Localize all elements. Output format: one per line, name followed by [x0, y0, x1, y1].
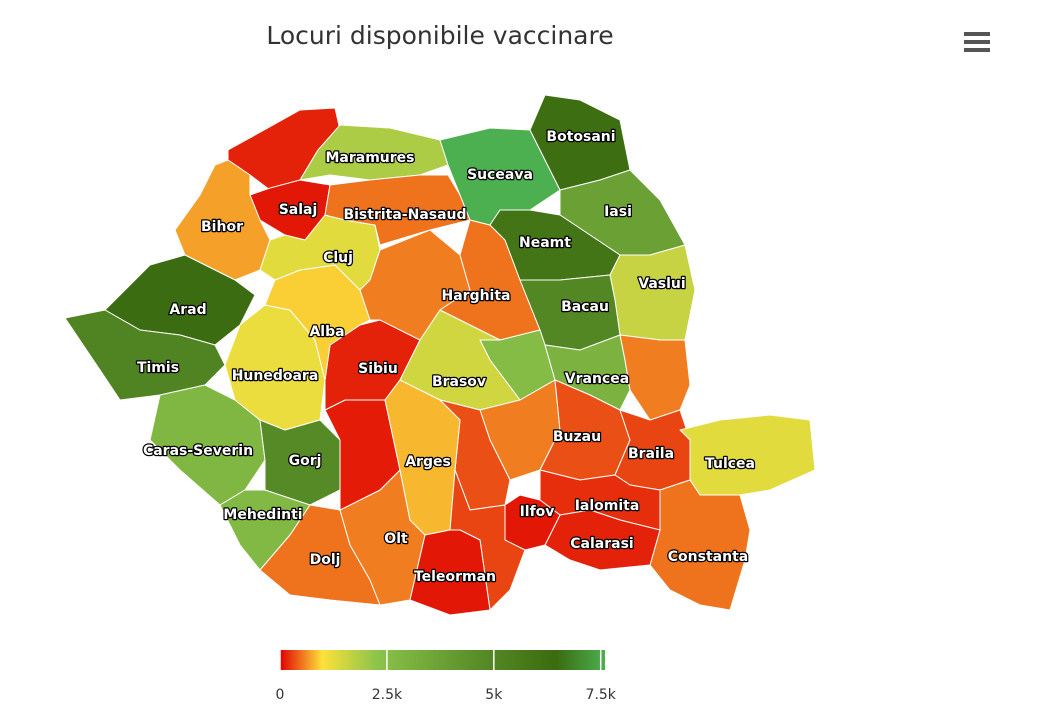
region-label: Vaslui: [638, 276, 685, 292]
region-label: Cluj: [323, 250, 353, 266]
region-label: Botosani: [546, 129, 615, 145]
region-label: Mehedinti: [223, 507, 302, 523]
region: [259, 214, 381, 291]
region: [619, 334, 691, 421]
region-label: Ialomita: [575, 498, 640, 514]
region-label: Sibiu: [358, 361, 398, 377]
region-label: Hunedoara: [232, 368, 319, 384]
region-label: Arges: [405, 454, 451, 470]
region-label: Gorj: [289, 453, 322, 469]
region-label: Olt: [384, 531, 408, 547]
chart-title: Locuri disponibile vaccinare: [266, 21, 613, 50]
color-tick-label: 5k: [485, 687, 503, 703]
labels: Maramures Salaj Bihor Arad Timis Caras-Severi…: [136, 128, 757, 587]
region-label: Bihor: [201, 219, 243, 235]
region-label: Teleorman: [414, 569, 496, 585]
region-label: Arad: [169, 302, 206, 318]
region: [149, 384, 266, 506]
menu-button[interactable]: [962, 30, 992, 54]
region-label: Brasov: [432, 374, 486, 390]
region-label: Braila: [628, 446, 674, 462]
regions: [64, 94, 816, 616]
region-label: Bistrita-Nasaud: [343, 207, 466, 223]
region-label: Timis: [137, 360, 179, 376]
region-label: Buzau: [553, 429, 601, 445]
region: [439, 127, 561, 226]
region-label: Bacau: [561, 299, 609, 315]
region: [324, 174, 471, 246]
region-label: Constanta: [668, 549, 748, 565]
region: [409, 529, 491, 616]
region-label: Salaj: [279, 202, 318, 218]
menu-bar[interactable]: [964, 32, 990, 36]
color-scale: [280, 650, 605, 670]
region: [649, 479, 751, 611]
region: [609, 244, 696, 341]
region-label: Suceava: [467, 167, 533, 183]
region-label: Alba: [309, 324, 344, 340]
color-tick-label: 0: [276, 687, 285, 703]
color-tick-label: 7.5k: [586, 687, 617, 703]
region: [679, 414, 816, 496]
region-label: Tulcea: [705, 456, 755, 472]
region: [544, 509, 661, 571]
region-label: Iasi: [604, 204, 632, 220]
region-label: Ilfov: [520, 504, 555, 520]
region-label: Harghita: [442, 288, 511, 304]
legend: 0 2.5k 5k 7.5k: [276, 650, 617, 703]
region-label: Neamt: [519, 235, 571, 251]
region: [299, 124, 449, 181]
region-label: Maramures: [325, 150, 414, 166]
color-tick-label: 2.5k: [372, 687, 403, 703]
region-label: Calarasi: [570, 536, 633, 552]
region-label: Vrancea: [565, 371, 629, 387]
region-label: Dolj: [310, 552, 341, 568]
menu-bar[interactable]: [964, 48, 990, 52]
region-label: Caras-Severin: [143, 443, 253, 459]
menu-bar[interactable]: [964, 40, 990, 44]
